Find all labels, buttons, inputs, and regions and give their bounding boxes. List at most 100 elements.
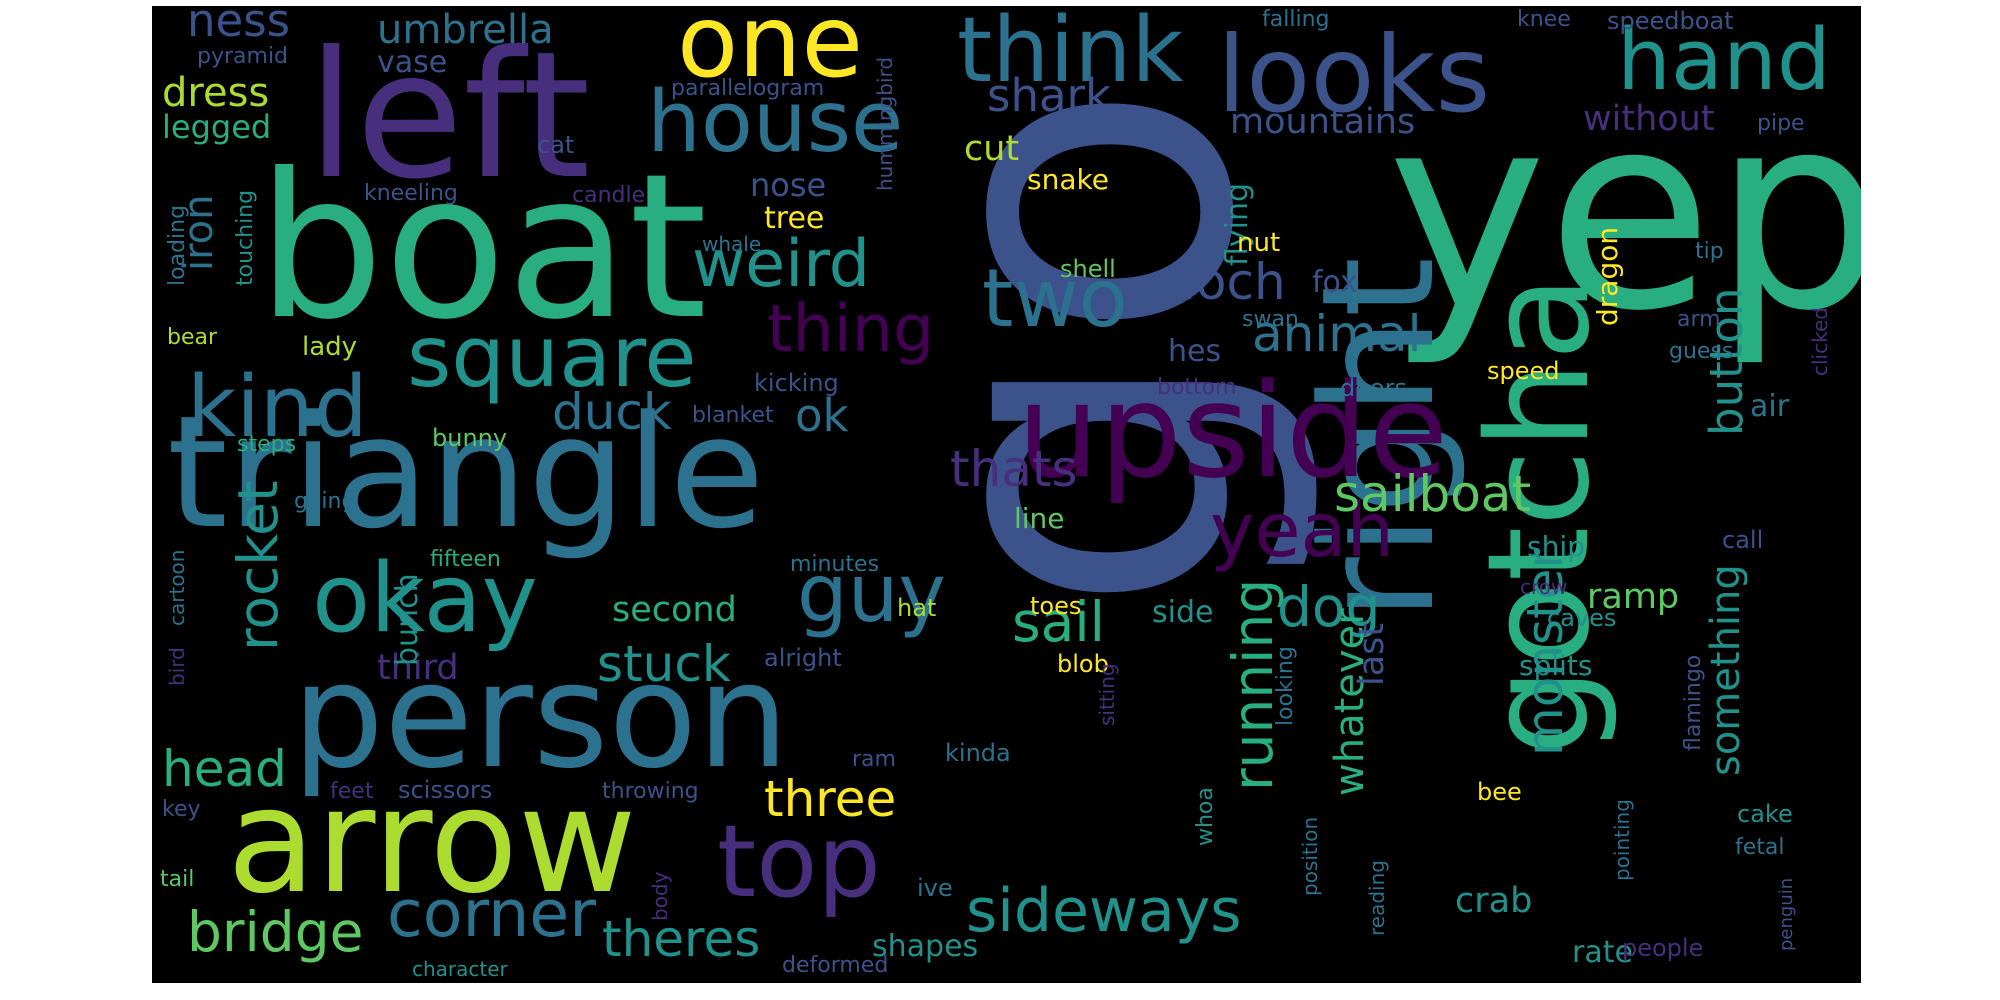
word-steps: steps <box>237 432 296 457</box>
word-pipe: pipe <box>1757 111 1805 136</box>
word-thing: thing <box>767 292 934 367</box>
word-ship: ship <box>1527 530 1585 563</box>
word-pointing: pointing <box>1610 799 1634 881</box>
word-right: right <box>1288 257 1469 621</box>
word-falling: falling <box>1262 7 1329 32</box>
word-fifteen: fifteen <box>430 547 501 572</box>
word-bottom: bottom <box>1157 375 1237 400</box>
word-whatever: whatever <box>1327 608 1373 796</box>
word-ramp: ramp <box>1587 577 1679 617</box>
word-looking: looking <box>1273 646 1298 726</box>
word-blanket: blanket <box>692 403 774 428</box>
word-position: position <box>1298 817 1322 896</box>
word-yep: yep <box>1387 55 1861 370</box>
word-left: left <box>307 15 590 218</box>
word-weird: weird <box>692 227 870 302</box>
word-corner: corner <box>387 877 596 952</box>
word-scissors: scissors <box>398 776 492 804</box>
word-go: go <box>829 80 1329 616</box>
word-duck: duck <box>552 383 672 441</box>
word-person: person <box>292 632 789 801</box>
word-sideways: sideways <box>966 876 1242 946</box>
word-vase: vase <box>377 45 447 80</box>
word-monster: monster <box>1516 548 1574 756</box>
word-head: head <box>162 740 287 798</box>
word-looks: looks <box>1217 14 1490 136</box>
word-shark: shark <box>987 69 1111 122</box>
word-last: last <box>1352 623 1392 686</box>
word-flamingo: flamingo <box>1681 655 1706 751</box>
word-crab: crab <box>1455 881 1532 921</box>
word-bunch: bunch <box>390 573 425 666</box>
word-bridge: bridge <box>187 900 363 964</box>
word-running: running <box>1221 579 1285 791</box>
word-sitting: sitting <box>1095 663 1119 726</box>
word-shell: shell <box>1060 255 1116 283</box>
word-kinda: kinda <box>945 739 1011 767</box>
word-hat: hat <box>897 594 936 622</box>
word-cut: cut <box>964 129 1019 169</box>
word-blob: blob <box>1057 650 1109 678</box>
word-bee: bee <box>1477 778 1522 806</box>
word-swan: swan <box>1242 307 1299 332</box>
word-call: call <box>1722 526 1763 554</box>
word-upside: upside <box>1017 355 1448 507</box>
word-ive: ive <box>917 874 953 902</box>
word-ram: ram <box>852 747 896 772</box>
word-speedboat: speedboat <box>1607 7 1734 35</box>
word-dress: dress <box>162 70 269 116</box>
word-arm: arm <box>1677 307 1721 332</box>
word-hes: hes <box>1168 334 1221 369</box>
word-deformed: deformed <box>782 953 888 978</box>
word-flying: flying <box>1220 183 1255 266</box>
word-top: top <box>717 803 881 920</box>
word-legged: legged <box>162 108 271 146</box>
word-third: third <box>377 648 459 688</box>
word-line: line <box>1014 502 1065 535</box>
word-touching: touching <box>233 190 258 286</box>
word-cat: cat <box>537 131 574 159</box>
word-rocket: rocket <box>226 480 290 651</box>
word-cake: cake <box>1737 800 1793 828</box>
word-fetal: fetal <box>1735 835 1785 860</box>
word-going: going <box>294 489 355 514</box>
word-kind: kind <box>187 358 368 457</box>
word-square: square <box>407 308 697 407</box>
word-stuck: stuck <box>597 635 731 693</box>
word-reading: reading <box>1365 860 1389 936</box>
word-animal: animal <box>1252 305 1421 363</box>
word-air: air <box>1750 389 1790 424</box>
word-iron: iron <box>176 194 222 271</box>
word-ok: ok <box>795 389 849 442</box>
word-yeah: yeah <box>1210 486 1394 574</box>
word-sail: sail <box>1012 590 1105 654</box>
word-toes: toes <box>1030 592 1081 620</box>
word-body: body <box>648 871 672 921</box>
word-guy: guy <box>797 547 946 640</box>
word-penguin: penguin <box>1776 878 1797 951</box>
word-tail: tail <box>160 867 194 892</box>
word-bird: bird <box>165 647 189 686</box>
word-nose: nose <box>750 166 826 204</box>
word-doors: doors <box>1340 374 1407 402</box>
word-gotcha: gotcha <box>1458 275 1621 756</box>
word-parallelogram: parallelogram <box>671 76 824 101</box>
word-dragon: dragon <box>1591 227 1624 326</box>
word-bunny: bunny <box>432 424 507 452</box>
word-snake: snake <box>1027 163 1109 196</box>
word-umbrella: umbrella <box>377 7 554 53</box>
word-one: one <box>677 6 863 100</box>
word-ness: ness <box>187 6 290 47</box>
word-without: without <box>1583 99 1715 139</box>
word-crow: crow <box>1520 575 1567 599</box>
word-feet: feet <box>330 779 374 804</box>
word-boat: boat <box>257 131 707 364</box>
word-key: key <box>162 797 201 822</box>
word-people: people <box>1622 934 1703 962</box>
word-kicking: kicking <box>754 369 839 397</box>
word-speed: speed <box>1487 357 1560 385</box>
word-rate: rate <box>1572 935 1633 970</box>
word-tree: tree <box>764 201 824 236</box>
word-kneeling: kneeling <box>364 181 458 206</box>
